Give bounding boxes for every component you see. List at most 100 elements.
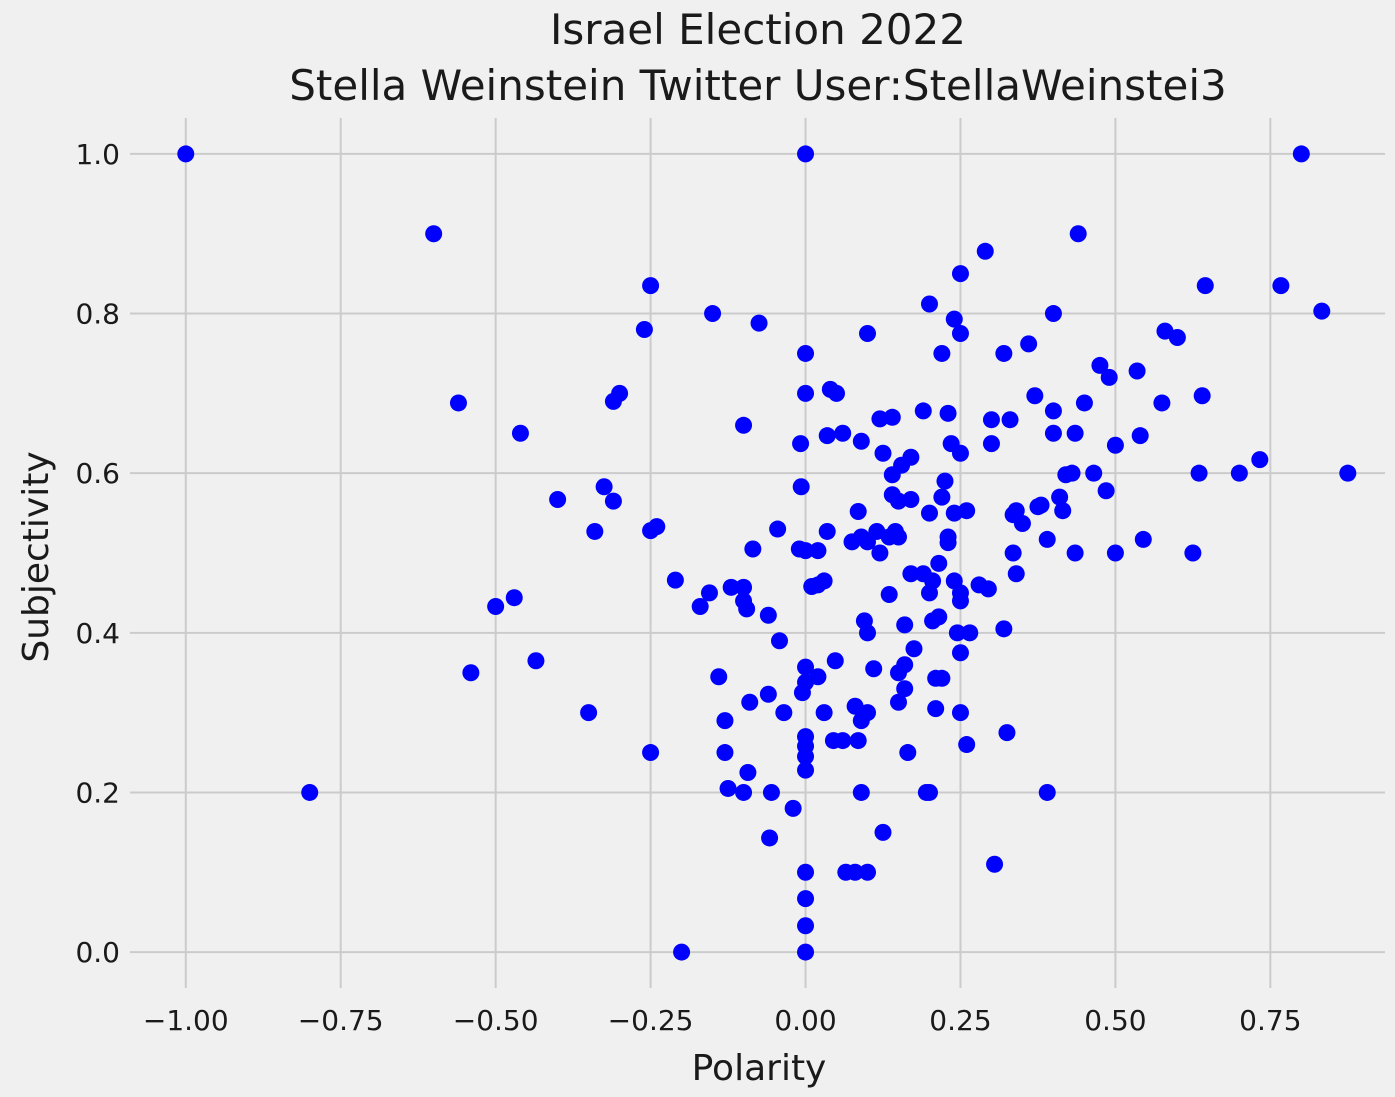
x-tick-label: 0.75 xyxy=(1239,1004,1301,1037)
data-point xyxy=(933,488,951,506)
data-point xyxy=(880,586,898,604)
data-point xyxy=(527,652,545,670)
y-tick-label: 0.2 xyxy=(75,776,120,809)
data-point xyxy=(673,943,691,961)
data-point xyxy=(691,597,709,615)
data-point xyxy=(1128,362,1146,380)
data-point xyxy=(719,779,737,797)
data-point xyxy=(896,680,914,698)
data-point xyxy=(933,344,951,362)
data-point xyxy=(849,732,867,750)
data-point xyxy=(642,277,660,295)
data-point xyxy=(797,145,815,163)
data-point xyxy=(1075,394,1093,412)
data-point xyxy=(874,444,892,462)
data-point xyxy=(744,540,762,558)
data-point xyxy=(1153,394,1171,412)
data-point xyxy=(635,321,653,339)
data-point xyxy=(710,668,728,686)
data-point xyxy=(759,606,777,624)
data-point xyxy=(1066,424,1084,442)
data-point xyxy=(735,416,753,434)
data-point xyxy=(948,624,966,642)
data-point xyxy=(700,584,718,602)
data-point xyxy=(792,435,810,453)
data-point xyxy=(761,829,779,847)
data-point xyxy=(704,305,722,323)
data-point xyxy=(852,432,870,450)
data-point xyxy=(775,704,793,722)
data-point xyxy=(982,435,1000,453)
data-point xyxy=(961,624,979,642)
data-point xyxy=(834,732,852,750)
data-point xyxy=(995,620,1013,638)
x-tick-label: 0.50 xyxy=(1084,1004,1146,1037)
data-point xyxy=(750,314,768,332)
data-point xyxy=(902,565,920,583)
data-point xyxy=(716,744,734,762)
data-point xyxy=(889,492,907,510)
data-point xyxy=(1134,530,1152,548)
data-point xyxy=(930,554,948,572)
data-point xyxy=(1193,387,1211,405)
x-tick-label: −0.75 xyxy=(298,1004,384,1037)
data-point xyxy=(1026,387,1044,405)
data-point xyxy=(951,644,969,662)
x-tick-label: −0.50 xyxy=(453,1004,539,1037)
data-point xyxy=(927,700,945,718)
data-point xyxy=(1007,565,1025,583)
data-point xyxy=(797,943,815,961)
data-point xyxy=(595,478,613,496)
data-point xyxy=(797,761,815,779)
data-point xyxy=(951,325,969,343)
data-point xyxy=(951,265,969,283)
data-point xyxy=(920,783,938,801)
data-point xyxy=(920,504,938,522)
data-point xyxy=(1168,328,1186,346)
x-tick-label: 0.25 xyxy=(929,1004,991,1037)
data-point xyxy=(1184,544,1202,562)
data-point xyxy=(604,492,622,510)
data-point xyxy=(722,578,740,596)
y-tick-label: 0.4 xyxy=(75,617,120,650)
chart-subtitle: Stella Weinstein Twitter User:StellaWein… xyxy=(289,61,1227,110)
data-point xyxy=(896,616,914,634)
data-point xyxy=(958,736,976,754)
data-point xyxy=(939,404,957,422)
data-point xyxy=(995,344,1013,362)
data-point xyxy=(1106,544,1124,562)
x-tick-label: 0.00 xyxy=(774,1004,836,1037)
data-point xyxy=(1020,335,1038,353)
data-point xyxy=(797,890,815,908)
data-point xyxy=(549,491,567,509)
data-point xyxy=(797,658,815,676)
data-point xyxy=(797,863,815,881)
data-point xyxy=(865,660,883,678)
data-point xyxy=(784,799,802,817)
data-point xyxy=(487,597,505,615)
data-point xyxy=(905,640,923,658)
data-point xyxy=(939,534,957,552)
x-tick-labels: −1.00 −0.75 −0.50 −0.25 0.00 0.25 0.50 0.75 xyxy=(143,1004,1302,1037)
chart-title: Israel Election 2022 xyxy=(550,5,966,54)
data-point xyxy=(976,242,994,260)
y-tick-label: 0.6 xyxy=(75,457,120,490)
data-point xyxy=(177,145,195,163)
data-point xyxy=(1292,145,1310,163)
data-point xyxy=(815,704,833,722)
data-point xyxy=(809,542,827,560)
data-point xyxy=(580,704,598,722)
data-point xyxy=(759,685,777,703)
data-point xyxy=(889,693,907,711)
data-point xyxy=(986,855,1004,873)
data-point xyxy=(1339,464,1357,482)
data-point xyxy=(1044,305,1062,323)
x-tick-label: −0.25 xyxy=(608,1004,694,1037)
data-point xyxy=(1251,451,1269,469)
data-point xyxy=(883,408,901,426)
data-point xyxy=(739,763,757,781)
data-point xyxy=(809,668,827,686)
data-point xyxy=(998,724,1016,742)
data-point xyxy=(666,571,684,589)
